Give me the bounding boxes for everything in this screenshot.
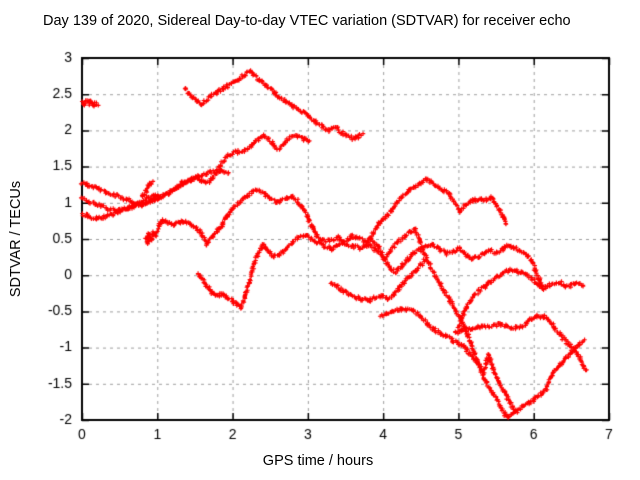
- chart-title: Day 139 of 2020, Sidereal Day-to-day VTE…: [43, 13, 571, 29]
- x-axis-label: GPS time / hours: [262, 453, 374, 469]
- y-axis-label: SDTVAR / TECUs: [8, 180, 24, 298]
